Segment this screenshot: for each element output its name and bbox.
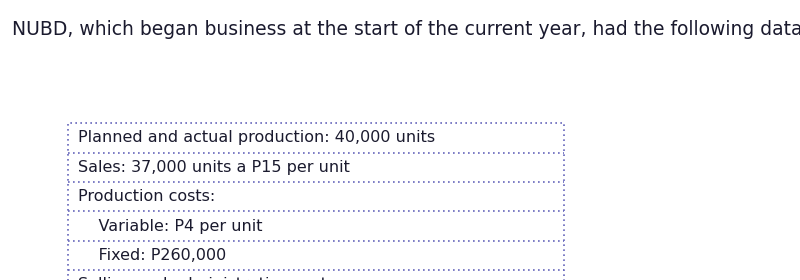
Text: Selling and administrative costs:: Selling and administrative costs: — [78, 277, 340, 280]
Text: NUBD, which began business at the start of the current year, had the following d: NUBD, which began business at the start … — [12, 20, 800, 39]
Text: Production costs:: Production costs: — [78, 189, 215, 204]
Text: Variable: P4 per unit: Variable: P4 per unit — [78, 219, 262, 234]
Bar — [68, 123, 564, 280]
Text: Planned and actual production: 40,000 units: Planned and actual production: 40,000 un… — [78, 130, 434, 145]
Text: Sales: 37,000 units a P15 per unit: Sales: 37,000 units a P15 per unit — [78, 160, 350, 175]
Text: Fixed: P260,000: Fixed: P260,000 — [78, 248, 226, 263]
